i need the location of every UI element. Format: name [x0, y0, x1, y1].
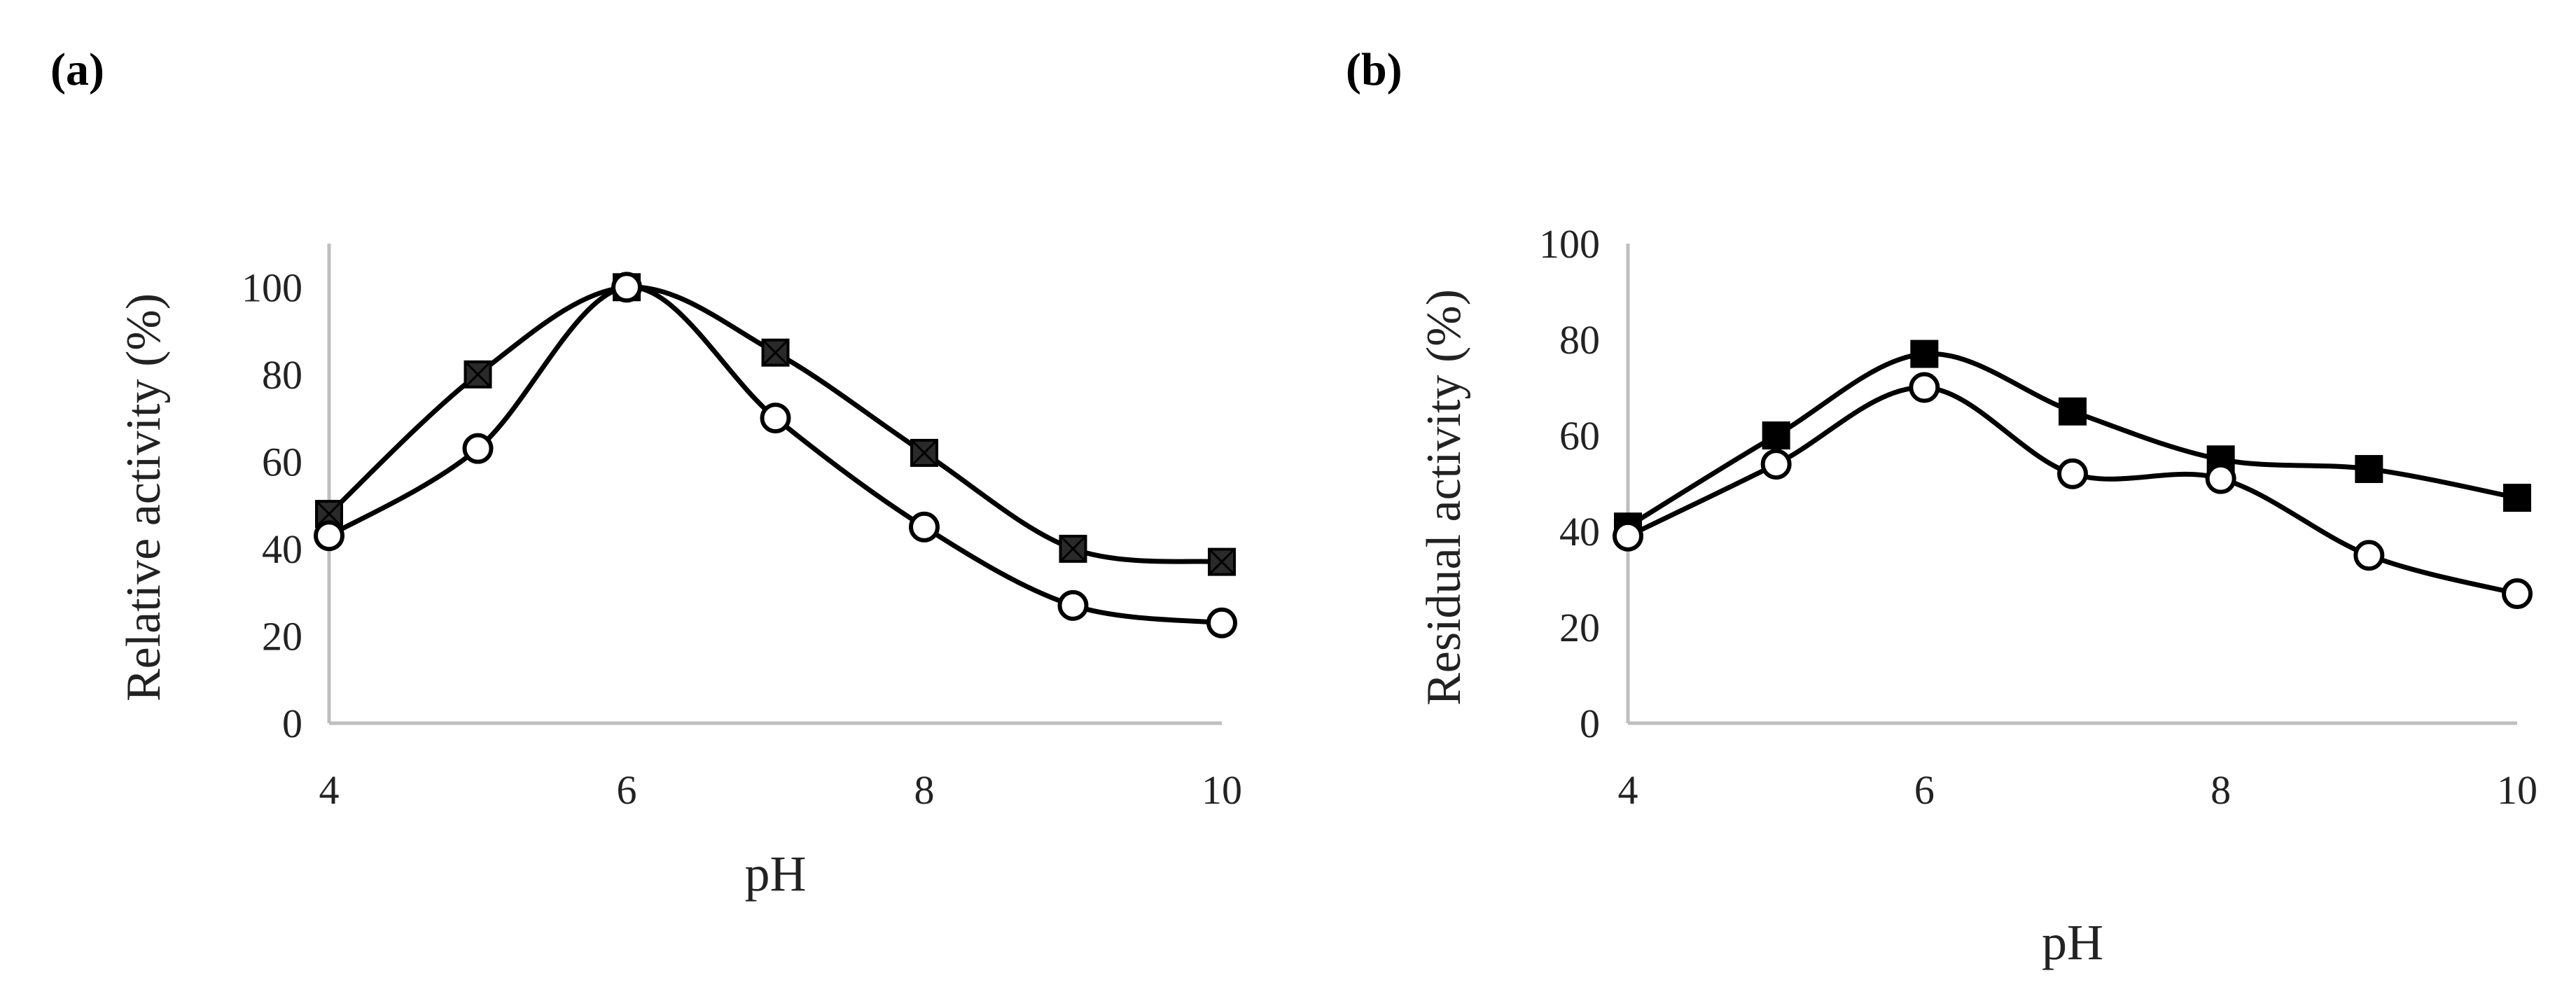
chart-b-ytick-label: 40 [1559, 509, 1600, 554]
chart-b-series-1-point [1909, 372, 1940, 403]
chart-a-series-0-point-cross [1209, 550, 1234, 574]
chart-b-series-1-point [2057, 458, 2088, 489]
chart-b-ylabel: Residual activity (%) [1417, 289, 1471, 706]
chart-a-xtick-label: 10 [1202, 767, 1242, 813]
chart-a-series-0-point-cross [316, 502, 342, 526]
chart-b-ytick-label: 60 [1559, 413, 1600, 459]
chart-a-xlabel: pH [745, 846, 807, 902]
chart-a-ylabel: Relative activity (%) [117, 293, 171, 701]
chart-b-series-0-point [2059, 397, 2087, 426]
panel-a-label: (a) [50, 44, 104, 95]
chart-b-ytick-label: 20 [1559, 605, 1600, 650]
chart-b-series-1-point [2502, 578, 2533, 610]
chart-a-series-1-point [1057, 589, 1089, 621]
chart-b-ytick-label: 80 [1559, 317, 1600, 363]
chart-a-series-1-point [314, 520, 344, 552]
chart-a-series-0-point-cross [466, 362, 490, 386]
chart-b-series-0-point [2503, 484, 2531, 512]
chart-a-series-1-point [1206, 607, 1237, 638]
chart-b-series-0-point [1762, 421, 1790, 449]
chart-a-ytick-label: 20 [262, 613, 302, 659]
chart-b-series-0-line [1627, 351, 2518, 529]
chart-b-series-1-point [1760, 449, 1792, 480]
chart-b-xtick-label: 10 [2497, 767, 2537, 813]
chart-b-xlabel: pH [2042, 914, 2103, 970]
chart-a-series-0-point-cross [912, 440, 937, 465]
chart-b-series-1-point [2205, 463, 2236, 494]
chart-a-series-1-point [760, 403, 791, 434]
chart-b-series-0-point [2355, 454, 2383, 483]
chart-b: 0 20 40 60 80 100 4 6 8 10 pH Residual activity (%) [1417, 221, 2537, 970]
chart-a-series-1-line [328, 284, 1223, 626]
chart-b-xtick-label: 6 [1914, 767, 1935, 813]
chart-a-series-1-point [462, 433, 494, 464]
chart-a-xtick-label: 8 [914, 767, 935, 813]
chart-a-xtick-label: 6 [617, 767, 637, 813]
chart-a-series-1-point [909, 511, 940, 543]
chart-b-series-1-point [2353, 540, 2385, 571]
chart-a-ytick-label: 40 [262, 526, 302, 572]
panel-b-label: (b) [1346, 44, 1402, 95]
chart-a: 0 20 40 60 80 100 4 6 8 10 pH Relative activity (%) [117, 244, 1242, 902]
chart-a-xtick-label: 4 [319, 767, 340, 813]
chart-b-xtick-label: 4 [1618, 767, 1638, 813]
chart-b-series-1-point [1613, 520, 1643, 552]
chart-a-ytick-label: 80 [262, 352, 302, 398]
chart-b-ytick-label: 0 [1580, 701, 1600, 746]
chart-a-ytick-label: 60 [262, 439, 302, 484]
chart-b-xtick-label: 8 [2211, 767, 2231, 813]
chart-b-series-0-point [1910, 340, 1939, 368]
chart-b-ytick-label: 100 [1539, 221, 1600, 267]
chart-a-series-0-point-cross [763, 340, 788, 365]
chart-a-series-0-point-cross [1061, 536, 1085, 561]
chart-a-ytick-label: 100 [242, 265, 302, 310]
chart-a-ytick-label: 0 [282, 701, 302, 746]
chart-a-series-1-point [611, 272, 642, 303]
